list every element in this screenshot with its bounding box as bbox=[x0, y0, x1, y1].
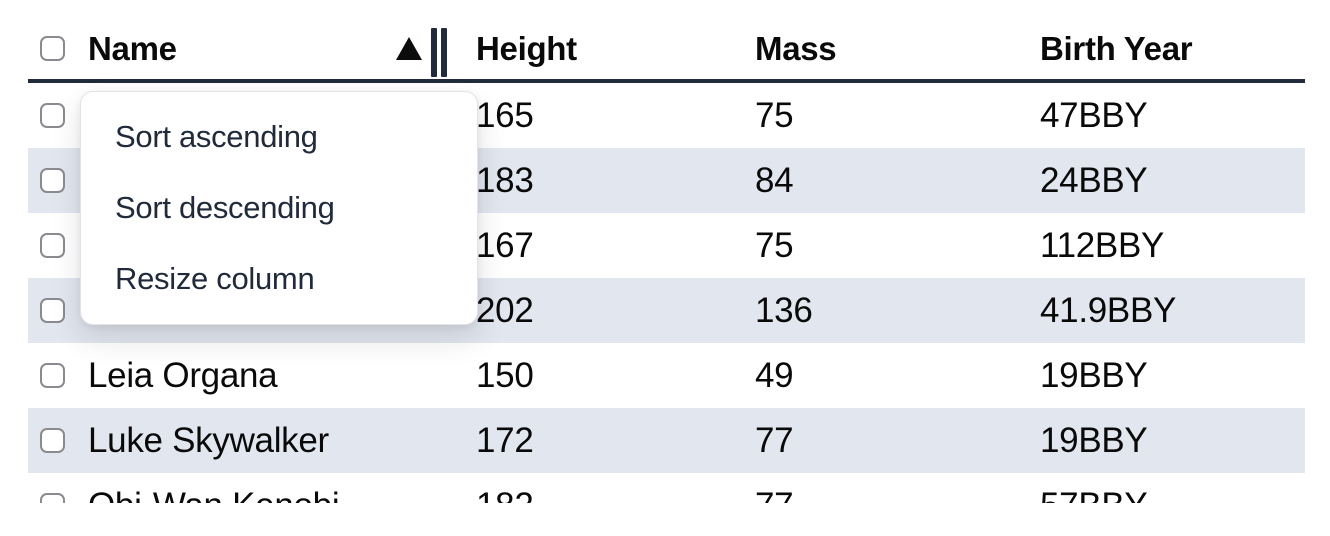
row-checkbox[interactable] bbox=[40, 298, 65, 323]
cell-name: Luke Skywalker bbox=[88, 420, 329, 460]
cell-mass: 84 bbox=[755, 160, 794, 200]
table-header-row: Name Height Mass Birth Year bbox=[28, 0, 1305, 83]
cell-mass: 75 bbox=[755, 225, 794, 265]
row-checkbox[interactable] bbox=[40, 363, 65, 388]
row-checkbox[interactable] bbox=[40, 428, 65, 453]
cell-birth-year: 47BBY bbox=[1040, 95, 1148, 135]
cell-height: 183 bbox=[476, 160, 534, 200]
row-select-cell bbox=[28, 168, 88, 193]
row-select-cell bbox=[28, 363, 88, 388]
cell-mass: 136 bbox=[755, 290, 813, 330]
cell-mass: 77 bbox=[755, 486, 1040, 504]
column-header-mass[interactable]: Mass bbox=[755, 29, 837, 67]
row-select-cell bbox=[28, 428, 88, 453]
row-select-cell bbox=[28, 298, 88, 323]
row-checkbox[interactable] bbox=[40, 493, 65, 503]
row-checkbox[interactable] bbox=[40, 168, 65, 193]
cell-height: 165 bbox=[476, 95, 534, 135]
row-select-cell bbox=[28, 233, 88, 258]
table-row: Luke Skywalker 172 77 19BBY bbox=[28, 408, 1305, 473]
cell-height: 182 bbox=[476, 486, 755, 504]
table-row: Obi-Wan Kenobi1827757BBY bbox=[28, 473, 1305, 503]
cell-birth-year: 112BBY bbox=[1040, 225, 1165, 265]
cell-name: Leia Organa bbox=[88, 355, 278, 395]
cell-birth-year: 24BBY bbox=[1040, 160, 1148, 200]
table-row: 165 75 47BBY bbox=[28, 83, 1305, 148]
cell-mass: 75 bbox=[755, 95, 794, 135]
row-checkbox[interactable] bbox=[40, 233, 65, 258]
table-row: Leia Organa 150 49 19BBY bbox=[28, 343, 1305, 408]
menu-item-sort-descending[interactable]: Sort descending bbox=[115, 190, 335, 225]
data-table: Name Height Mass Birth Year 165 75 47BBY 18… bbox=[28, 0, 1305, 503]
row-select-cell bbox=[28, 493, 88, 503]
cell-birth-year: 41.9BBY bbox=[1040, 290, 1177, 330]
cell-birth-year: 19BBY bbox=[1040, 355, 1148, 395]
table-row: 202 136 41.9BBY bbox=[28, 278, 1305, 343]
column-header-birth-year[interactable]: Birth Year bbox=[1040, 29, 1193, 67]
column-resize-handle[interactable] bbox=[431, 28, 447, 77]
table-visible-area: Name Height Mass Birth Year 165 75 47BBY 18… bbox=[28, 0, 1305, 503]
menu-item-resize-column[interactable]: Resize column bbox=[115, 260, 315, 296]
select-all-cell bbox=[28, 0, 88, 79]
cell-mass: 77 bbox=[755, 420, 794, 460]
row-select-cell bbox=[28, 103, 88, 128]
sort-ascending-triangle-icon bbox=[396, 37, 422, 60]
cell-height: 172 bbox=[476, 420, 534, 460]
table-body: 165 75 47BBY 183 84 24BBY 167 75 112BBY 202 136 41.… bbox=[28, 83, 1305, 503]
cell-birth-year: 57BBY bbox=[1040, 486, 1305, 504]
cell-mass: 49 bbox=[755, 355, 794, 395]
cell-birth-year: 19BBY bbox=[1040, 420, 1148, 460]
cell-height: 150 bbox=[476, 355, 534, 395]
table-row: 167 75 112BBY bbox=[28, 213, 1305, 278]
menu-item-sort-ascending[interactable]: Sort ascending bbox=[115, 119, 318, 155]
cell-height: 202 bbox=[476, 290, 534, 330]
select-all-checkbox[interactable] bbox=[40, 36, 65, 61]
column-header-height[interactable]: Height bbox=[476, 29, 577, 67]
column-header-name[interactable]: Name bbox=[88, 0, 476, 79]
cell-height: 167 bbox=[476, 225, 534, 265]
column-context-menu: Sort ascending Sort descending Resize colu… bbox=[80, 91, 478, 325]
cell-name: Obi-Wan Kenobi bbox=[88, 486, 476, 504]
row-checkbox[interactable] bbox=[40, 103, 65, 128]
column-header-name-label: Name bbox=[88, 29, 177, 67]
